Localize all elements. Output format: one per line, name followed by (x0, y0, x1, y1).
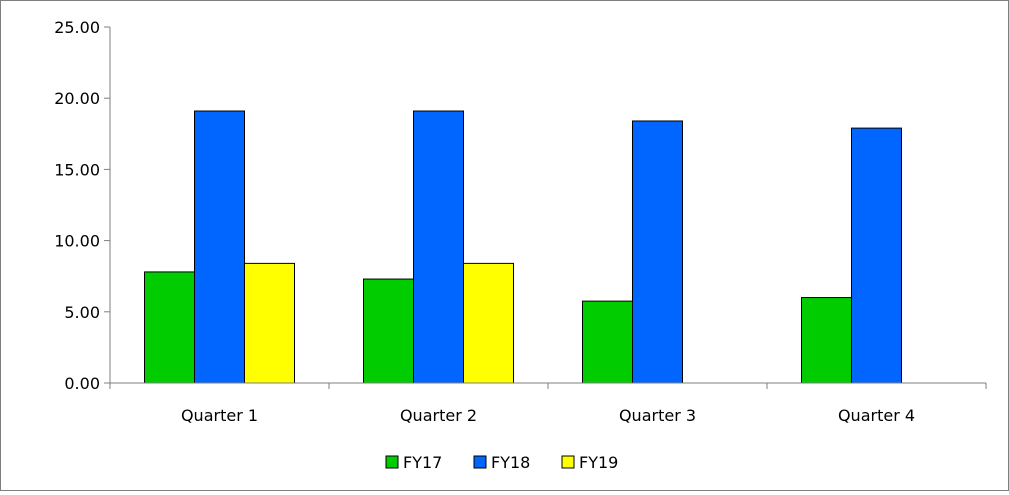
bar-fy18-q1 (194, 110, 245, 384)
legend-label-fy17: FY17 (403, 453, 442, 472)
x-category-label: Quarter 2 (400, 406, 477, 425)
bar-fy18-q2 (413, 110, 464, 384)
bar-fy17-q3 (582, 300, 633, 384)
y-tick-label: 10.00 (54, 232, 100, 251)
bar-fy19-q2 (463, 262, 514, 384)
axes (109, 27, 987, 389)
x-axis-labels: Quarter 1 Quarter 2 Quarter 3 Quarter 4 (181, 406, 915, 425)
bar-fy19-q1 (244, 262, 295, 384)
y-tick-label: 20.00 (54, 89, 100, 108)
bar-fy17-q1 (144, 271, 195, 384)
y-tick-label: 0.00 (64, 374, 100, 393)
legend-swatch-fy19 (561, 455, 575, 469)
x-category-label: Quarter 3 (619, 406, 696, 425)
bar-fy18-q3 (632, 120, 683, 384)
y-tick-label: 5.00 (64, 303, 100, 322)
x-category-label: Quarter 4 (838, 406, 915, 425)
bar-fy17-q4 (801, 297, 852, 384)
y-tick-label: 25.00 (54, 18, 100, 37)
legend-swatch-fy18 (473, 455, 487, 469)
legend-swatch-fy17 (385, 455, 399, 469)
x-category-label: Quarter 1 (181, 406, 258, 425)
bars (144, 110, 902, 384)
y-tick-label: 15.00 (54, 160, 100, 179)
y-axis-ticks: 0.00 5.00 10.00 15.00 20.00 25.00 (54, 18, 110, 393)
bar-fy18-q4 (851, 127, 902, 384)
legend-label-fy19: FY19 (579, 453, 618, 472)
bar-fy17-q2 (363, 278, 414, 384)
legend-label-fy18: FY18 (491, 453, 530, 472)
legend: FY17 FY18 FY19 (385, 453, 618, 472)
